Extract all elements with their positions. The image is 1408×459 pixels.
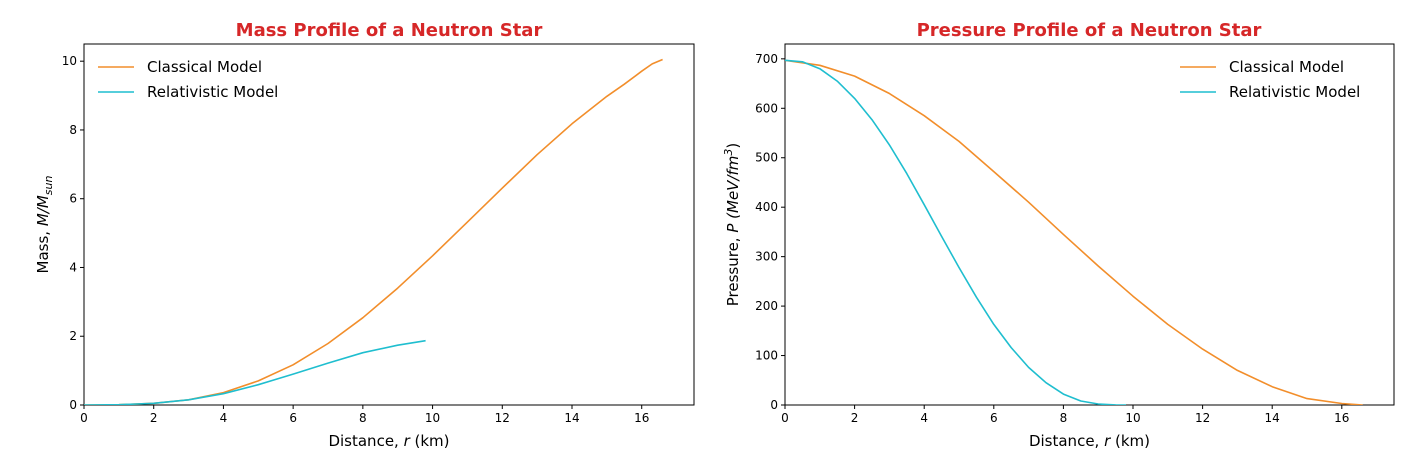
y-tick-label: 0	[770, 398, 778, 412]
series-line-classical	[84, 58, 663, 405]
y-tick-label: 2	[69, 329, 77, 343]
y-tick-label: 200	[755, 299, 778, 313]
x-tick-label: 6	[990, 411, 998, 425]
y-tick-label: 0	[69, 398, 77, 412]
series-line-classical	[785, 59, 1363, 405]
chart-title: Pressure Profile of a Neutron Star	[917, 20, 1262, 41]
y-tick-label: 10	[62, 54, 77, 68]
x-tick-label: 8	[1060, 411, 1068, 425]
y-axis-label: Mass, M/Msun	[34, 176, 55, 274]
legend-label: Relativistic Model	[1229, 83, 1360, 101]
y-tick-label: 400	[755, 200, 778, 214]
x-tick-label: 16	[1334, 411, 1349, 425]
y-tick-label: 6	[69, 192, 77, 206]
x-tick-label: 0	[781, 411, 789, 425]
axes-frame	[784, 43, 1395, 406]
series-line-relativistic	[785, 59, 1127, 405]
y-tick-label: 300	[755, 250, 778, 264]
x-axis-label: Distance, r (km)	[328, 432, 449, 450]
x-tick-label: 2	[150, 411, 158, 425]
x-axis-label: Distance, r (km)	[1029, 432, 1150, 450]
chart-title: Mass Profile of a Neutron Star	[236, 20, 543, 41]
x-tick-label: 2	[851, 411, 859, 425]
y-tick-label: 100	[755, 349, 778, 363]
y-axis-label: Pressure, P (MeV/fm3)	[722, 143, 742, 307]
x-tick-label: 4	[920, 411, 928, 425]
legend-label: Classical Model	[147, 58, 262, 76]
x-tick-label: 6	[289, 411, 297, 425]
x-tick-label: 14	[564, 411, 579, 425]
y-tick-label: 500	[755, 151, 778, 165]
x-tick-label: 12	[1195, 411, 1210, 425]
x-tick-label: 12	[495, 411, 510, 425]
series-line-relativistic	[84, 339, 426, 405]
axes-frame	[83, 43, 695, 406]
x-tick-label: 0	[80, 411, 88, 425]
x-tick-label: 4	[220, 411, 228, 425]
x-tick-label: 14	[1265, 411, 1280, 425]
legend-label: Relativistic Model	[147, 83, 278, 101]
x-tick-label: 16	[634, 411, 649, 425]
pressure-profile-chart: Pressure Profile of a Neutron Star 0 2 4 6 8…	[722, 20, 1395, 450]
y-tick-label: 4	[69, 260, 77, 274]
x-tick-label: 10	[1125, 411, 1140, 425]
y-tick-label: 8	[69, 123, 77, 137]
y-tick-label: 700	[755, 52, 778, 66]
x-tick-label: 8	[359, 411, 367, 425]
mass-profile-chart: Mass Profile of a Neutron Star 0 2 4 6 8 10 12…	[34, 20, 695, 450]
y-tick-label: 600	[755, 101, 778, 115]
legend-label: Classical Model	[1229, 58, 1344, 76]
x-tick-label: 10	[425, 411, 440, 425]
